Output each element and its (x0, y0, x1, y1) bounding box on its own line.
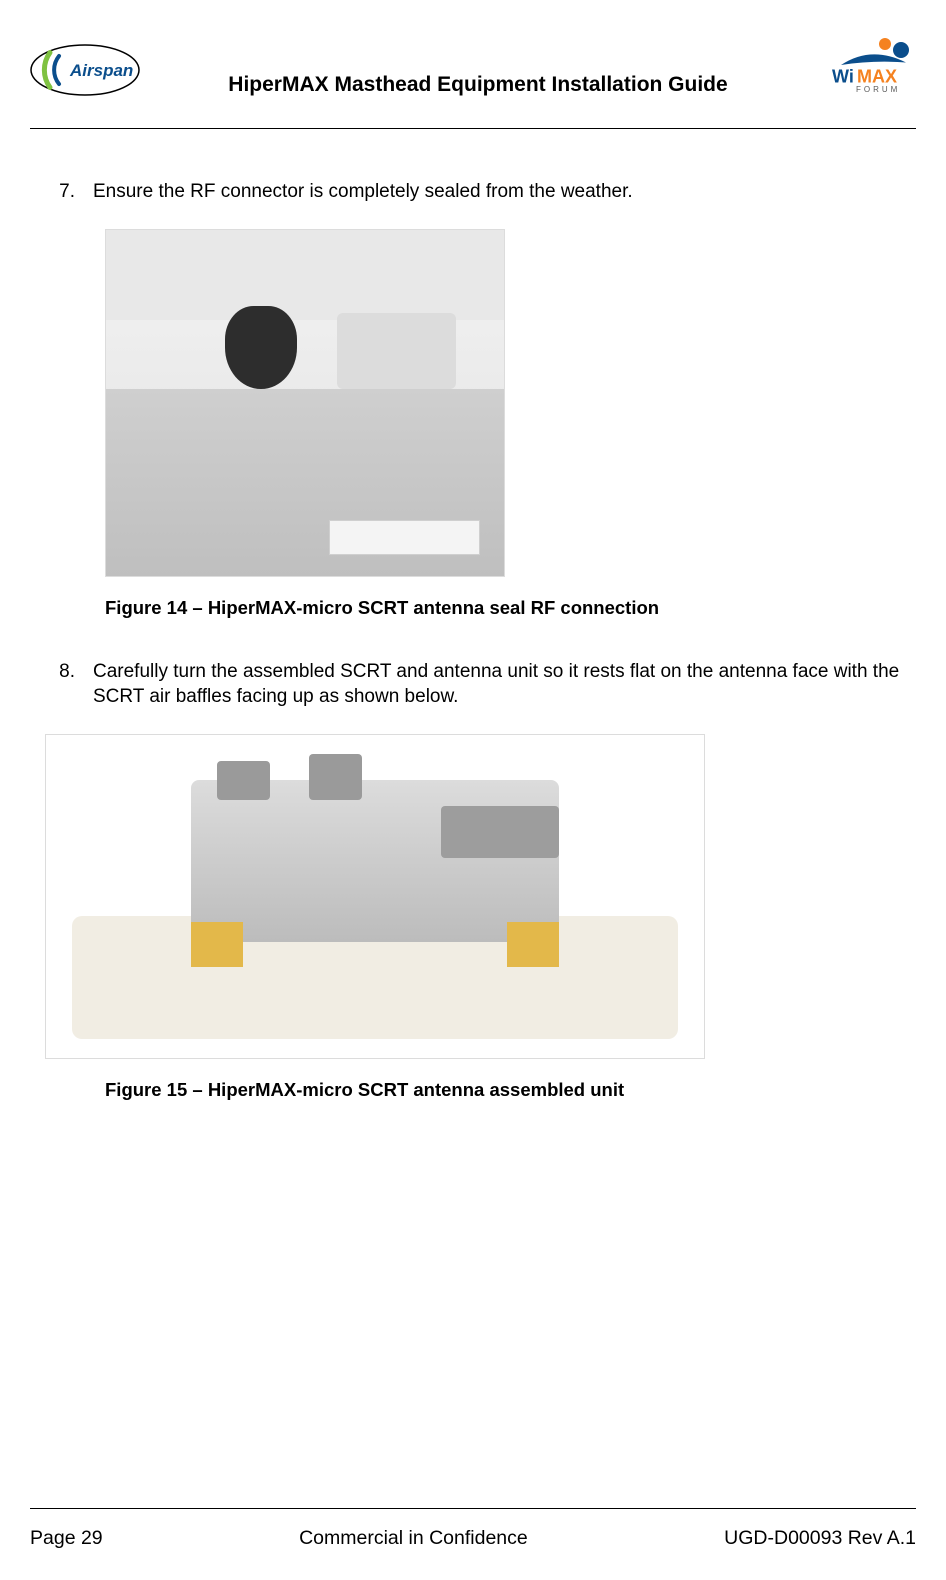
page-footer: Page 29 Commercial in Confidence UGD-D00… (30, 1508, 916, 1550)
document-title: HiperMAX Masthead Equipment Installation… (140, 43, 816, 97)
step-number: 8. (45, 659, 93, 710)
confidentiality-label: Commercial in Confidence (299, 1527, 528, 1550)
figure-15-image (45, 734, 705, 1059)
step-number: 7. (45, 179, 93, 205)
step-7: 7. Ensure the RF connector is completely… (45, 179, 901, 205)
page-header: Airspan HiperMAX Masthead Equipment Inst… (30, 30, 916, 110)
content-area: 7. Ensure the RF connector is completely… (30, 129, 916, 1101)
photo-placeholder (45, 734, 705, 1059)
wimax-logo-icon: Wi MAX FORUM (826, 35, 916, 95)
company-logo: Airspan (30, 35, 140, 105)
spacer (45, 619, 901, 659)
page-number: Page 29 (30, 1527, 103, 1550)
svg-text:FORUM: FORUM (856, 85, 900, 94)
page: Airspan HiperMAX Masthead Equipment Inst… (0, 0, 946, 1580)
figure-14-caption: Figure 14 – HiperMAX-micro SCRT antenna … (105, 597, 901, 619)
wimax-forum-logo: Wi MAX FORUM (816, 35, 916, 105)
step-8: 8. Carefully turn the assembled SCRT and… (45, 659, 901, 710)
figure-15-caption: Figure 15 – HiperMAX-micro SCRT antenna … (105, 1079, 901, 1101)
step-text: Carefully turn the assembled SCRT and an… (93, 659, 901, 710)
photo-placeholder (105, 229, 505, 577)
svg-text:MAX: MAX (857, 67, 897, 87)
company-logo-text: Airspan (69, 61, 133, 80)
footer-row: Page 29 Commercial in Confidence UGD-D00… (30, 1527, 916, 1550)
footer-rule (30, 1508, 916, 1509)
svg-text:Wi: Wi (832, 67, 854, 87)
step-text: Ensure the RF connector is completely se… (93, 179, 901, 205)
airspan-logo-icon: Airspan (30, 40, 140, 100)
figure-14-image (105, 229, 505, 577)
document-revision: UGD-D00093 Rev A.1 (724, 1527, 916, 1550)
